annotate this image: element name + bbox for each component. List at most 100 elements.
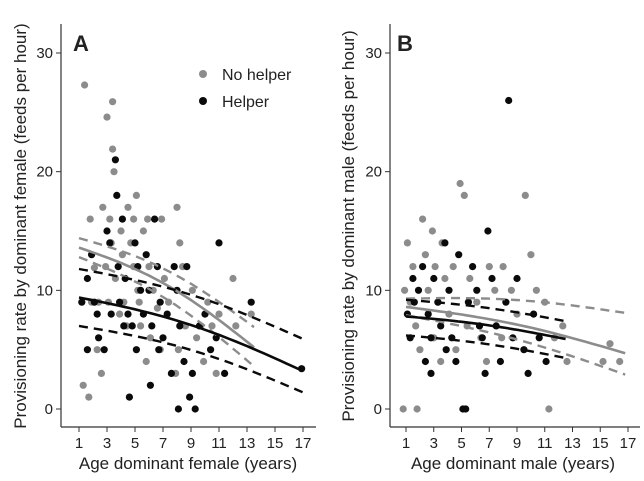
x-tick-label: 1	[75, 435, 83, 452]
data-point	[131, 239, 139, 247]
data-point	[427, 334, 435, 342]
data-point	[158, 215, 166, 223]
panel-a-y-title: Provisioning rate by dominant female (fe…	[11, 23, 30, 428]
data-point	[85, 393, 93, 401]
panel-b-marks	[399, 96, 626, 413]
data-point	[563, 357, 571, 366]
data-point	[170, 263, 178, 271]
data-point	[93, 346, 101, 354]
data-point	[421, 251, 429, 259]
data-point	[413, 405, 421, 413]
data-point	[401, 286, 409, 294]
data-point	[142, 357, 150, 366]
data-point	[424, 286, 432, 294]
data-point	[462, 405, 470, 413]
data-point	[452, 357, 460, 366]
x-tick-label: 17	[620, 435, 637, 452]
series-no-helper-points	[399, 179, 624, 413]
y-tick-label: 0	[374, 401, 382, 418]
data-point	[159, 334, 167, 342]
data-point	[542, 357, 550, 366]
data-point	[83, 346, 91, 354]
y-tick-label: 20	[365, 164, 382, 181]
y-tick-label: 30	[36, 45, 53, 62]
data-point	[545, 405, 553, 413]
data-point	[421, 357, 429, 366]
data-point	[106, 239, 114, 247]
data-point	[188, 286, 196, 294]
fit-helper	[78, 267, 304, 394]
data-point	[193, 334, 201, 342]
data-point	[441, 274, 449, 283]
data-point	[174, 405, 182, 413]
data-point	[464, 298, 472, 306]
data-point	[527, 251, 535, 259]
data-point	[114, 263, 122, 271]
ci-upper-line	[405, 298, 566, 323]
data-point	[221, 369, 229, 377]
data-point	[229, 274, 237, 283]
data-point	[215, 310, 223, 318]
data-point	[124, 203, 132, 211]
data-point	[247, 310, 255, 318]
x-tick-label: 3	[103, 435, 111, 452]
data-point	[100, 346, 108, 354]
data-point	[117, 227, 125, 235]
data-point	[79, 381, 87, 389]
data-point	[473, 286, 481, 294]
data-point	[507, 286, 515, 294]
y-tick-label: 30	[365, 45, 382, 62]
data-point	[188, 369, 196, 377]
data-point	[460, 191, 468, 199]
data-point	[142, 251, 150, 259]
data-point	[521, 191, 529, 199]
data-point	[146, 381, 154, 389]
data-point	[111, 156, 119, 164]
data-point	[124, 310, 132, 318]
data-point	[132, 346, 140, 354]
ci-lower-line	[78, 324, 304, 394]
ci-upper-line	[78, 267, 304, 341]
data-point	[606, 340, 614, 348]
data-point	[137, 322, 145, 330]
data-point	[153, 304, 161, 312]
data-point	[132, 191, 140, 199]
data-point	[232, 322, 240, 330]
data-point	[559, 322, 567, 330]
data-point	[107, 310, 115, 318]
data-point	[484, 227, 492, 235]
x-tick-label: 11	[537, 435, 553, 452]
legend-helper-label: Helper	[222, 94, 270, 111]
data-point	[156, 298, 164, 306]
x-tick-label: 15	[267, 435, 284, 452]
data-point	[215, 239, 223, 247]
panel-a-marks	[78, 81, 306, 413]
x-tick-label: 9	[513, 435, 521, 452]
data-point	[148, 322, 156, 330]
data-point	[212, 369, 220, 377]
ci-lower-line	[78, 255, 255, 368]
data-point	[113, 191, 121, 199]
data-point	[118, 215, 126, 223]
data-point	[414, 286, 423, 294]
x-tick-label: 13	[564, 435, 581, 452]
panel-b-letter: B	[397, 31, 413, 56]
x-tick-label: 7	[485, 435, 493, 452]
data-point	[137, 286, 145, 294]
fit-no-helper	[405, 296, 626, 376]
legend-helper-marker	[199, 97, 207, 105]
data-point	[135, 298, 143, 306]
panel-b-y-title: Provisioning rate by dominant male (feed…	[339, 30, 358, 421]
data-point	[441, 239, 449, 247]
data-point	[145, 263, 153, 271]
data-point	[424, 310, 432, 318]
data-point	[505, 96, 513, 105]
data-point	[442, 346, 450, 354]
x-tick-label: 3	[430, 435, 438, 452]
legend-no-helper-marker	[199, 70, 207, 78]
